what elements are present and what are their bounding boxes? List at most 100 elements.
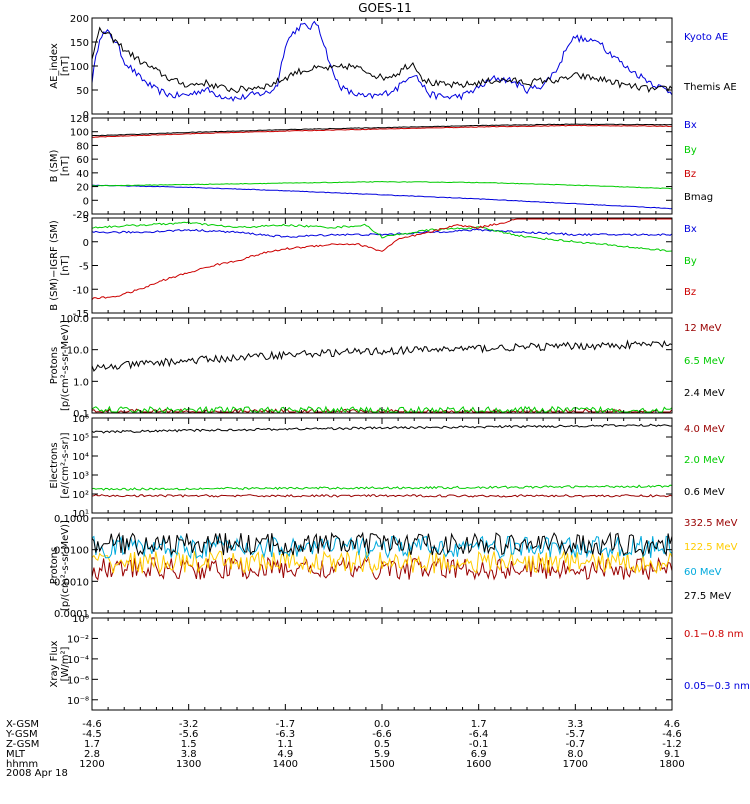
series-line <box>91 20 673 102</box>
series-line <box>91 493 673 498</box>
y-tick-label: 60 <box>76 155 89 166</box>
ephemeris-row-label: X-GSM <box>6 719 39 730</box>
y-tick-label: 10⁰ <box>72 614 89 625</box>
ephemeris-value: 1400 <box>273 759 298 770</box>
date-label: 2008 Apr 18 <box>6 768 68 779</box>
legend-entry: 0.6 MeV <box>684 487 725 498</box>
series-line <box>91 339 673 372</box>
y-tick-label: 50 <box>76 86 89 97</box>
y-tick-label: 0.0001 <box>54 609 89 620</box>
y-tick-label: 10.0 <box>67 346 89 357</box>
y-tick-label: -15 <box>73 309 89 320</box>
y-tick-label: -10 <box>73 285 89 296</box>
legend-entry: 6.5 MeV <box>684 356 725 367</box>
ephemeris-value: -1.7 <box>276 719 296 730</box>
y-tick-label: 10¹ <box>72 509 89 520</box>
ephemeris-value: 1.7 <box>471 719 487 730</box>
legend-entry: Themis AE <box>683 82 737 93</box>
series-line <box>91 221 673 252</box>
series-line <box>91 550 673 575</box>
y-tick-label: 10⁻⁶ <box>67 675 89 686</box>
panel-6: 0.0001 0.0010 0.0100 0.1000 Protons [p/(cm²-s… <box>49 514 738 620</box>
panel-3: -15 -10 -5 0 5 B (SM)−IGRF (SM) [nT] Bx By Bz <box>49 214 697 320</box>
ephemeris-value: 8.0 <box>567 749 583 760</box>
y-tick-label: 10⁻⁸ <box>67 696 89 707</box>
panel-2: -20 0 20 40 60 80 100 120 B (SM) [nT] Bx By Bz Bmag <box>49 114 713 221</box>
ephemeris-value: -6.6 <box>372 729 392 740</box>
ephemeris-value: 4.6 <box>664 719 680 730</box>
panel-4: 0.1 1.0 10.0 100.0 Protons [p/(cm²-s-sr-MeV)]… <box>49 314 725 420</box>
ephemeris-row-label: Y-GSM <box>5 729 38 740</box>
y-tick-label: 0 <box>83 238 89 249</box>
ephemeris-value: 3.3 <box>567 719 583 730</box>
ephemeris-value: 4.9 <box>277 749 293 760</box>
legend-entry: 12 MeV <box>684 323 722 334</box>
y-axis-label: [p/(cm²-s-sr-MeV)] <box>60 520 71 611</box>
y-axis-label: [e/(cm²-s-sr)] <box>60 432 71 498</box>
y-tick-label: 150 <box>70 38 89 49</box>
y-tick-label: 20 <box>76 183 89 194</box>
legend-entry: Bx <box>684 120 697 131</box>
y-axis-label: Protons <box>49 347 60 384</box>
y-tick-label: 0 <box>83 196 89 207</box>
panel-5: 10¹ 10² 10³ 10⁴ 10⁵ 10⁶ Electrons [e/(cm²-s-sr)… <box>49 414 725 520</box>
y-tick-label: 10⁵ <box>72 433 89 444</box>
y-tick-label: 80 <box>76 141 89 152</box>
legend-entry: 4.0 MeV <box>684 424 725 435</box>
legend-entry: By <box>684 256 697 267</box>
y-axis-label: Electrons <box>49 442 60 488</box>
y-axis-label: Protons <box>49 547 60 584</box>
legend-entry: 60 MeV <box>684 567 722 578</box>
ephemeris-value: -1.2 <box>662 739 682 750</box>
y-tick-label: 0.0100 <box>54 546 89 557</box>
panel-7: 10⁻⁸ 10⁻⁶ 10⁻⁴ 10⁻² 10⁰ Xray Flux [W/m²] 0.1−0.… <box>49 614 750 711</box>
legend-entry: 0.05−0.3 nm <box>684 681 750 692</box>
ephemeris-value: -4.6 <box>82 719 102 730</box>
ephemeris-value: 1.5 <box>181 739 197 750</box>
ephemeris-row-label: Z-GSM <box>6 739 39 750</box>
ephemeris-value: -0.7 <box>566 739 586 750</box>
y-tick-label: 10⁻⁴ <box>67 655 89 666</box>
series-line <box>91 184 673 210</box>
panel-frame <box>91 217 673 314</box>
panel-frame <box>91 17 673 115</box>
y-tick-label: 120 <box>70 114 89 125</box>
legend-entry: Bz <box>684 169 696 180</box>
ephemeris-value: 2.8 <box>84 749 100 760</box>
y-tick-label: 10⁻² <box>67 634 89 645</box>
ephemeris-value: 5.9 <box>374 749 390 760</box>
y-tick-label: -5 <box>79 262 89 273</box>
y-tick-label: 200 <box>70 14 89 25</box>
ephemeris-value: 1600 <box>466 759 491 770</box>
y-tick-label: 1.0 <box>73 377 89 388</box>
ephemeris-row-label: MLT <box>6 749 26 760</box>
y-axis-label: [p/(cm²-s-sr-MeV)] <box>60 320 71 411</box>
ephemeris-value: 1500 <box>369 759 394 770</box>
ephemeris-value: 0.0 <box>374 719 390 730</box>
y-tick-label: 5 <box>83 214 89 225</box>
legend-entry: Bx <box>684 224 697 235</box>
y-tick-label: 100 <box>70 62 89 73</box>
panel-frame <box>91 317 673 414</box>
y-tick-label: 10⁶ <box>72 414 89 425</box>
panel-frame <box>91 417 673 514</box>
y-tick-label: 0.1000 <box>54 514 89 525</box>
ephemeris-value: 1200 <box>79 759 104 770</box>
ephemeris-value: 1800 <box>659 759 684 770</box>
panel-1: 0 50 100 150 200 AE_index [nT] Kyoto AE Themis A… <box>49 14 737 121</box>
y-axis-label: [nT] <box>60 56 71 76</box>
legend-entry: Bz <box>684 287 696 298</box>
ephemeris-value: 0.5 <box>374 739 390 750</box>
y-tick-label: 0.1 <box>73 409 89 420</box>
legend-entry: By <box>684 145 697 156</box>
y-axis-label: B (SM)−IGRF (SM) <box>49 220 60 311</box>
ephemeris-value: -3.2 <box>179 719 199 730</box>
series-line <box>91 26 673 94</box>
legend-entry: Bmag <box>684 192 713 203</box>
ephemeris-row-label: hhmm <box>6 759 38 770</box>
ephemeris-value: -5.6 <box>179 729 199 740</box>
legend-entry: Kyoto AE <box>684 32 728 43</box>
series-line <box>91 423 673 434</box>
